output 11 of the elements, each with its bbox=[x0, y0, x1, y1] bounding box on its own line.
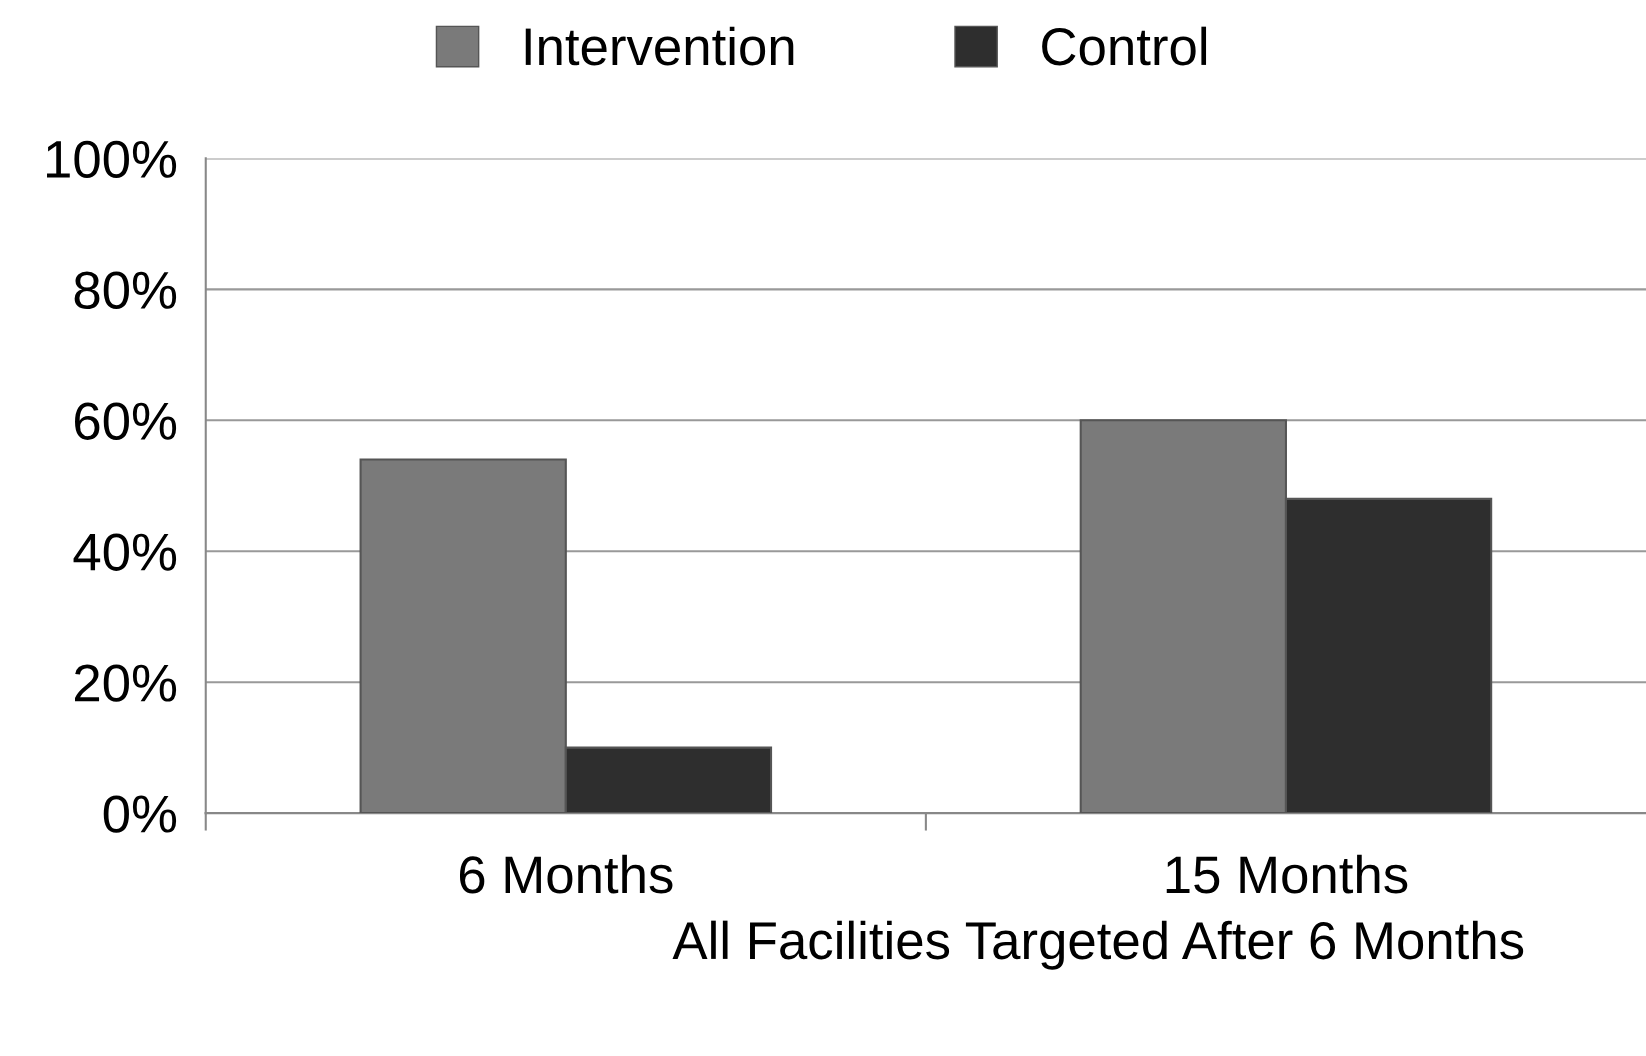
y-tick-label: 0% bbox=[103, 795, 177, 833]
x-tick-label: 6 Months bbox=[459, 854, 673, 894]
y-tick-label: 20% bbox=[75, 664, 177, 702]
y-tick-label: 80% bbox=[74, 271, 177, 309]
x-axis-title: All Facilities Targeted After 6 Months bbox=[672, 920, 1524, 970]
legend-label: Control bbox=[1042, 26, 1207, 66]
legend-label: Intervention bbox=[525, 26, 794, 66]
y-tick-label: 60% bbox=[75, 402, 177, 440]
y-tick-label: 100% bbox=[47, 140, 177, 179]
y-tick-label: 40% bbox=[73, 533, 177, 571]
x-tick-label: 15 Months bbox=[1166, 854, 1408, 894]
